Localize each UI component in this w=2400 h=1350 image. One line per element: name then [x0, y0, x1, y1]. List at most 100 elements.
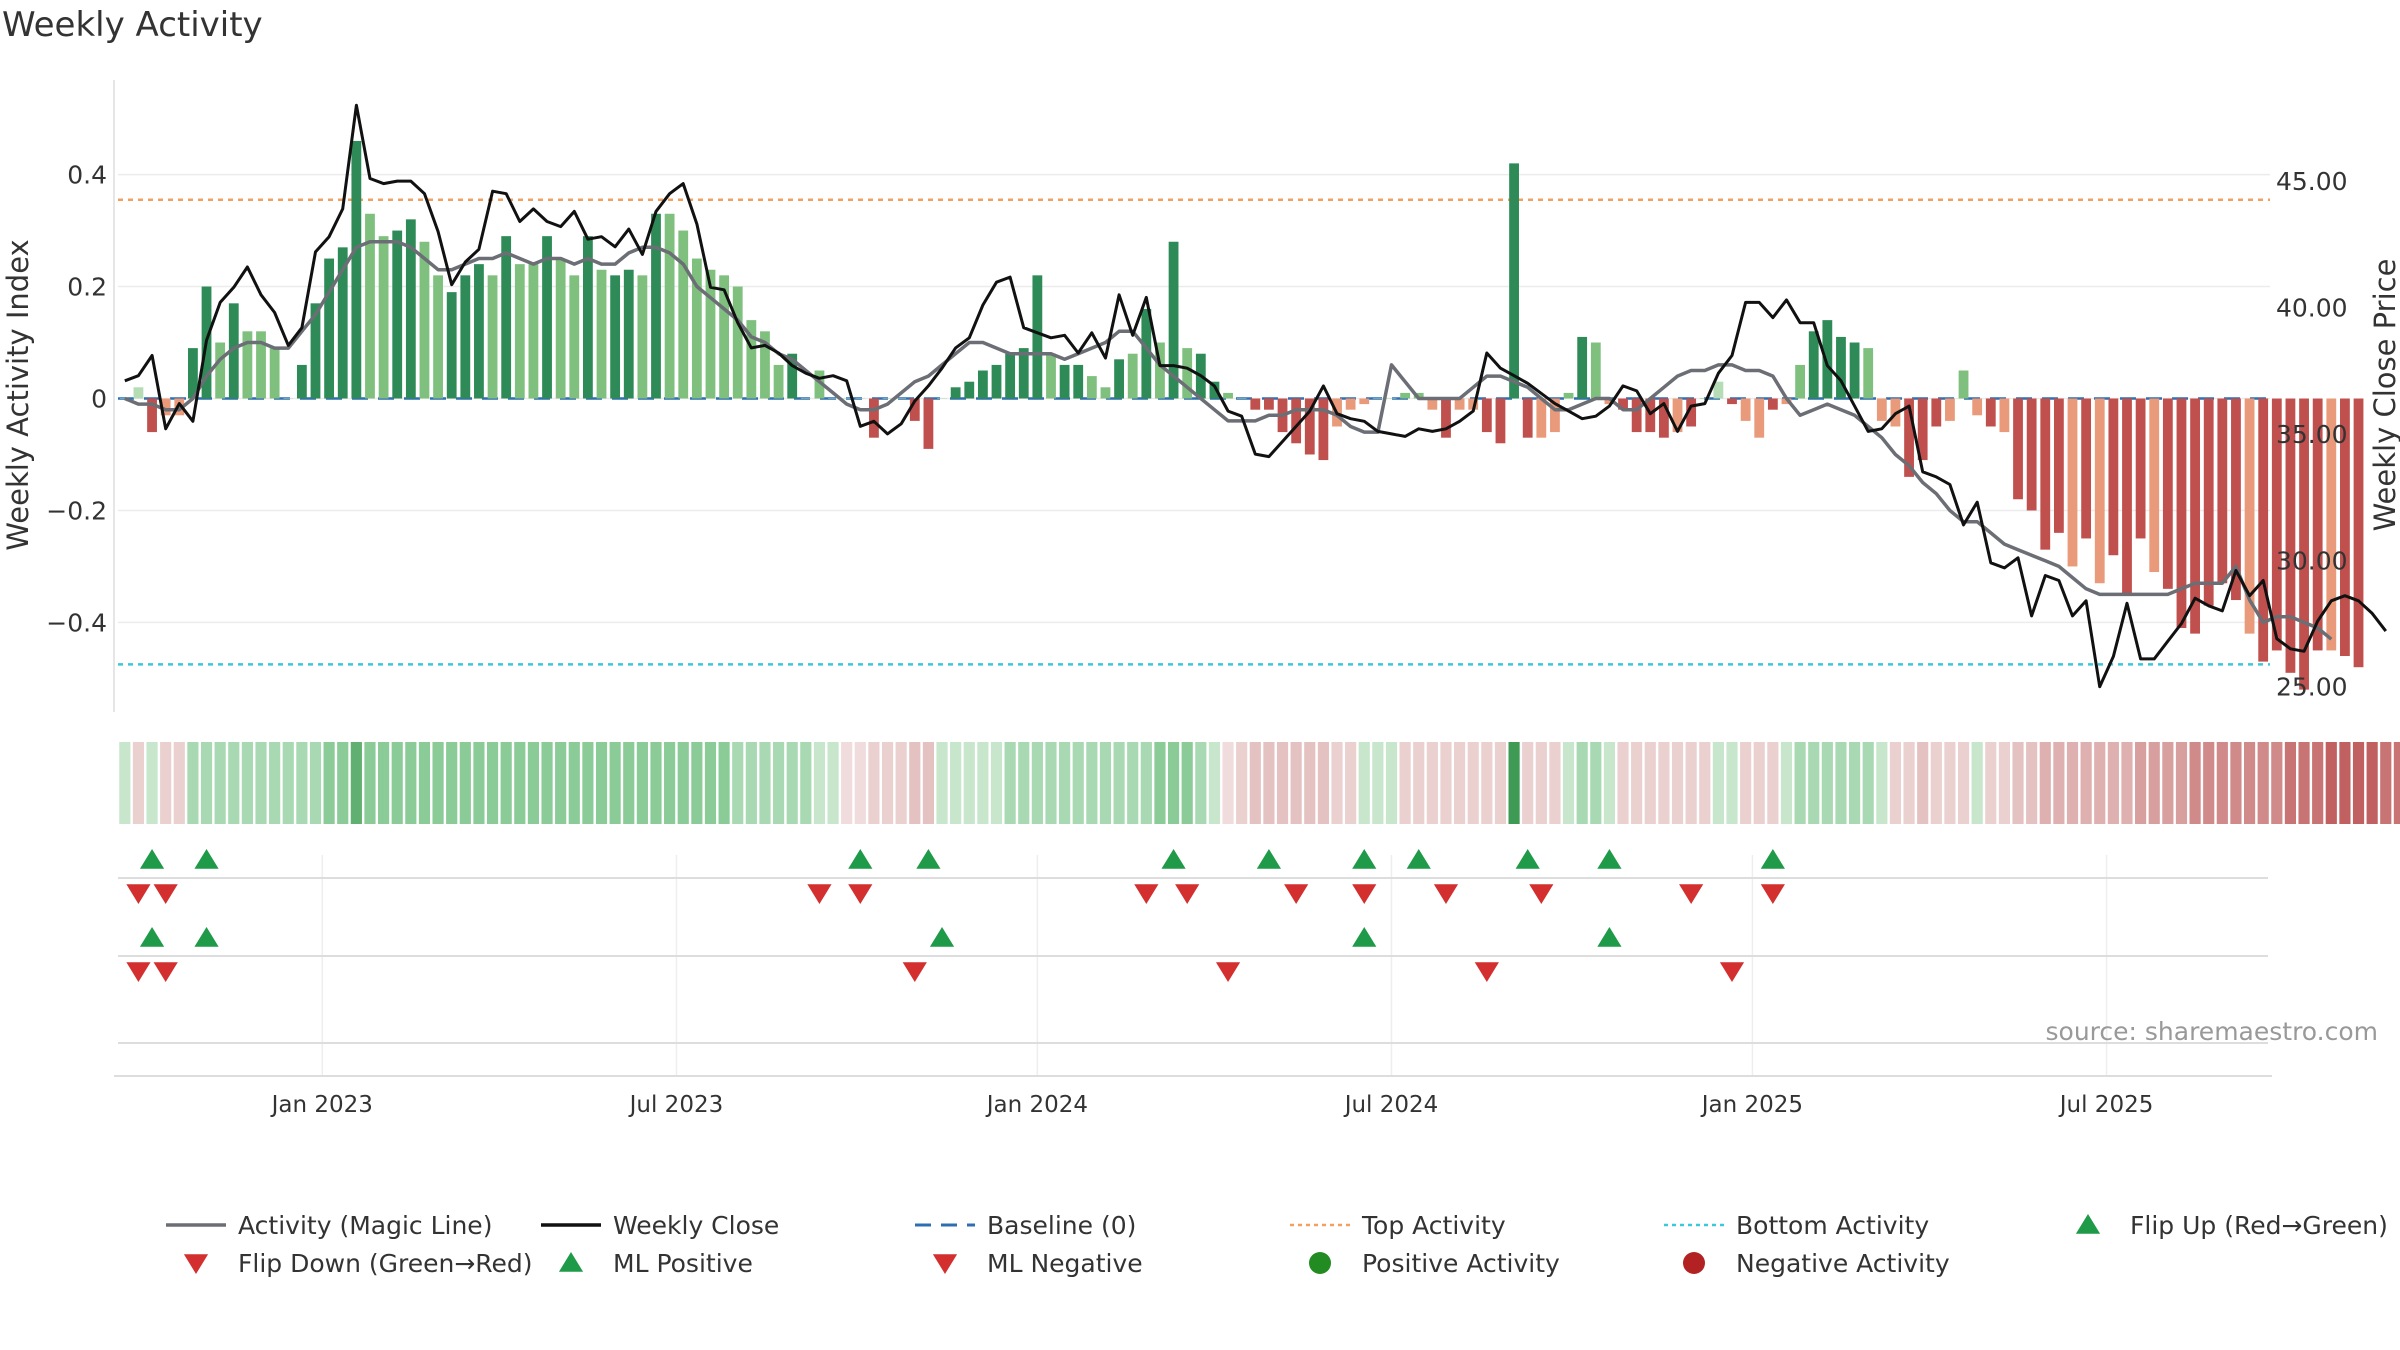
activity-bar: [1318, 398, 1329, 461]
left-y-axis: 0.4 0.2 0 −0.2 −0.4: [46, 161, 107, 638]
activity-bar: [1509, 163, 1519, 399]
activity-bar: [2190, 398, 2200, 634]
signal-panel: [114, 849, 2272, 1077]
strip-cell: [214, 742, 226, 824]
activity-bar: [1904, 398, 1914, 477]
strip-cell: [446, 742, 458, 824]
flip-down-marker: [1679, 884, 1704, 904]
flip-down-marker: [1529, 884, 1554, 904]
activity-bar: [1168, 241, 1179, 399]
activity-bar: [514, 264, 525, 399]
activity-bar: [637, 275, 648, 399]
activity-bar: [1441, 398, 1451, 438]
strip-cell: [2352, 742, 2365, 824]
activity-bar: [1005, 353, 1016, 399]
strip-cell: [473, 742, 485, 824]
strip-cell: [636, 742, 648, 824]
y2-tick-label: 35.00: [2276, 420, 2348, 449]
activity-bar: [1100, 387, 1111, 399]
strip-cell: [1127, 742, 1139, 824]
legend-label: Top Activity: [1361, 1211, 1506, 1240]
strip-cell: [2121, 742, 2133, 824]
strip-cell: [1617, 742, 1629, 824]
activity-bar: [1945, 398, 1955, 421]
strip-cell: [1944, 742, 1956, 824]
strip-cell: [1031, 742, 1043, 824]
strip-cell: [1385, 742, 1398, 824]
strip-cell: [1917, 742, 1929, 824]
strip-cell: [432, 742, 444, 824]
strip-cell: [827, 742, 839, 824]
strip-cell: [1086, 742, 1098, 824]
strip-cell: [1290, 742, 1302, 824]
activity-bar: [419, 241, 430, 399]
flip-up-marker: [848, 849, 873, 869]
activity-bar: [855, 398, 866, 399]
legend-entry: Top Activity: [1290, 1211, 1506, 1240]
activity-bar: [2176, 398, 2187, 629]
strip-cell: [1208, 742, 1221, 824]
activity-bar: [1304, 398, 1315, 455]
strip-cell: [1671, 742, 1684, 824]
strip-cell: [813, 742, 826, 824]
activity-bar: [1413, 392, 1424, 399]
strip-cell: [1140, 742, 1152, 824]
activity-bar: [1822, 320, 1833, 399]
strip-cell: [418, 742, 431, 824]
legend-label: Activity (Magic Line): [238, 1211, 492, 1240]
legend-entry: Bottom Activity: [1664, 1211, 1929, 1240]
x-tick-label: Jan 2024: [985, 1092, 1088, 1118]
strip-cell: [228, 742, 240, 824]
strip-cell: [1644, 742, 1656, 824]
activity-bar: [1917, 398, 1928, 461]
strip-cell: [255, 742, 267, 824]
legend-label: Positive Activity: [1362, 1249, 1560, 1278]
flip-down-marker: [153, 884, 178, 904]
strip-cell: [459, 742, 471, 824]
activity-bar: [1958, 370, 1969, 399]
flip-down-marker: [1433, 884, 1459, 904]
activity-bar: [991, 364, 1002, 399]
x-tick-label: Jul 2023: [628, 1092, 724, 1118]
activity-bar: [950, 387, 961, 399]
flip-up-marker: [194, 849, 219, 869]
activity-bar: [964, 381, 975, 399]
strip-cell: [1304, 742, 1316, 824]
strip-cell: [2026, 742, 2038, 824]
activity-bar: [1781, 398, 1792, 405]
strip-cell: [1317, 742, 1329, 824]
legend: Activity (Magic Line) Weekly Close Baselin…: [166, 1211, 2388, 1278]
strip-cell: [650, 742, 662, 824]
strip-cell: [1998, 742, 2010, 824]
activity-bar: [1577, 336, 1588, 399]
legend-label: ML Negative: [987, 1249, 1143, 1278]
activity-bar: [2108, 398, 2119, 556]
strip-cell: [1862, 742, 1874, 824]
activity-bar: [1372, 398, 1383, 399]
activity-bar: [1808, 331, 1819, 399]
activity-bar: [501, 236, 512, 399]
activity-bar: [1236, 398, 1247, 399]
activity-bar: [351, 140, 362, 399]
ml-positive-marker: [139, 927, 165, 947]
activity-bar: [2149, 398, 2160, 573]
strip-cell: [1236, 742, 1248, 824]
strip-cell: [772, 742, 785, 824]
strip-cell: [704, 742, 717, 824]
flip-up-marker: [1161, 849, 1186, 869]
activity-bar: [814, 370, 825, 399]
strip-cell: [2203, 742, 2215, 824]
legend-entry: Flip Down (Green→Red): [183, 1249, 533, 1278]
strip-cell: [609, 742, 621, 824]
activity-bar: [2231, 398, 2241, 601]
activity-bar: [1059, 364, 1070, 399]
activity-heat-strip: [119, 742, 2400, 824]
strip-cell: [1508, 742, 1520, 824]
strip-cell: [1603, 742, 1616, 824]
strip-cell: [241, 742, 253, 824]
flip-up-marker: [1352, 849, 1377, 869]
strip-cell: [2175, 742, 2188, 824]
flip-down-marker: [1352, 884, 1377, 904]
strip-cell: [1848, 742, 1861, 824]
strip-cell: [1195, 742, 1207, 824]
